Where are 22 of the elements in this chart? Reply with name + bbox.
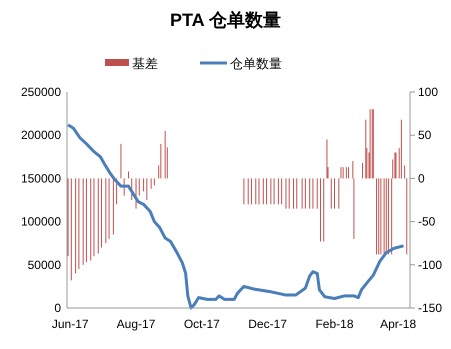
y2-tick-label: -50 xyxy=(418,214,436,229)
x-tick-label: Oct-17 xyxy=(184,317,220,331)
y-tick-label: 250000 xyxy=(20,85,62,99)
legend-label: 仓单数量 xyxy=(230,56,282,71)
y-tick-label: 50000 xyxy=(28,258,62,272)
x-tick-label: Feb-18 xyxy=(315,317,354,331)
line-series xyxy=(66,123,406,310)
y2-tick-label: 50 xyxy=(418,128,432,142)
x-tick-label: Apr-18 xyxy=(380,317,416,331)
y-tick-label: 100000 xyxy=(20,214,62,229)
chart-title: PTA 仓单数量 xyxy=(170,10,281,30)
y2-tick-label: -100 xyxy=(418,258,442,272)
y2-tick-label: 0 xyxy=(418,171,425,186)
x-tick-label: Jun-17 xyxy=(52,317,89,331)
y-tick-label: 150000 xyxy=(20,171,62,186)
y-tick-label: 0 xyxy=(54,301,62,315)
x-tick-label: Aug-17 xyxy=(116,317,156,331)
y-tick-label: 200000 xyxy=(20,128,62,142)
y2-tick-label: -150 xyxy=(418,301,442,315)
x-tick-label: Dec-17 xyxy=(248,317,288,331)
legend-label: 基差 xyxy=(132,56,158,71)
y2-tick-label: 100 xyxy=(418,85,438,99)
